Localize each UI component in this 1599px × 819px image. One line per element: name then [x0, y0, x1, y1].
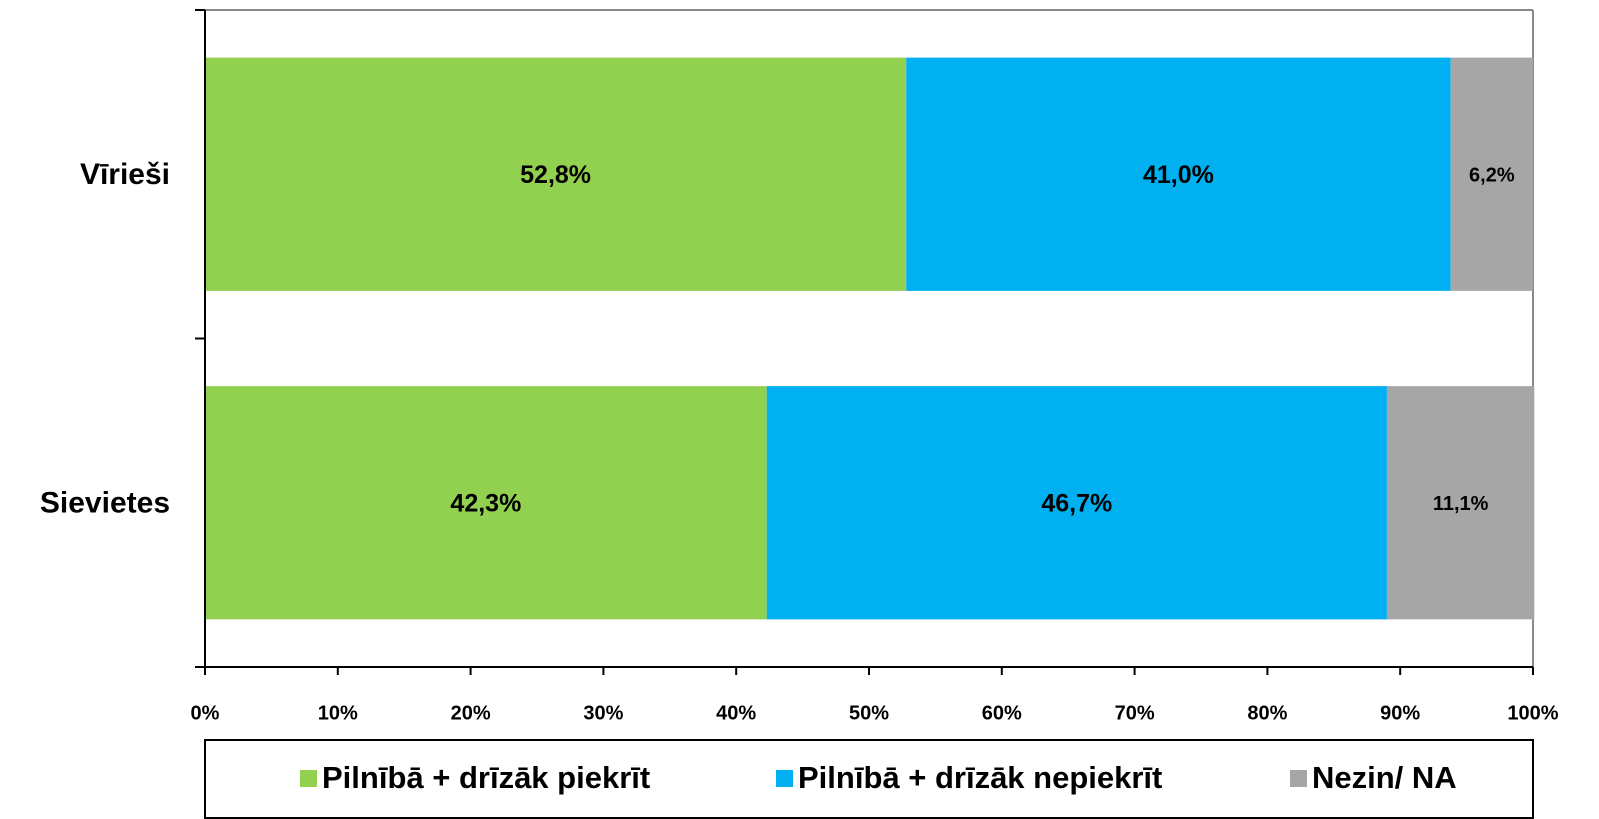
legend-label: Pilnībā + drīzāk piekrīt	[322, 760, 650, 795]
x-tick-label: 60%	[982, 702, 1022, 724]
x-tick-label: 0%	[191, 702, 220, 724]
bar-segment	[766, 386, 1387, 620]
x-tick-label: 20%	[451, 702, 491, 724]
data-label: 11,1%	[1433, 493, 1489, 515]
category-label: Sievietes	[40, 487, 170, 520]
x-tick-label: 70%	[1115, 702, 1155, 724]
x-tick-label: 30%	[583, 702, 623, 724]
data-label: 41,0%	[1143, 161, 1214, 189]
x-tick-label: 10%	[318, 702, 358, 724]
legend-box	[204, 739, 1534, 819]
x-tick-label: 80%	[1247, 702, 1287, 724]
data-label: 52,8%	[520, 161, 591, 189]
bar-segment	[1450, 57, 1533, 291]
x-tick-label: 50%	[849, 702, 889, 724]
x-tick-label: 90%	[1380, 702, 1420, 724]
legend-label: Pilnībā + drīzāk nepiekrīt	[798, 760, 1162, 795]
bar-segment	[205, 386, 767, 620]
bar-segment	[205, 57, 907, 291]
category-label: Vīrieši	[80, 158, 170, 191]
data-label: 42,3%	[450, 489, 521, 517]
legend-swatch	[300, 770, 317, 787]
bar-segment	[906, 57, 1451, 291]
bar-segment	[1386, 386, 1535, 620]
x-tick-label: 40%	[716, 702, 756, 724]
data-label: 46,7%	[1041, 489, 1112, 517]
legend-swatch	[1290, 770, 1307, 787]
x-tick-label: 100%	[1507, 702, 1558, 724]
legend-label: Nezin/ NA	[1312, 760, 1457, 795]
data-label: 6,2%	[1469, 165, 1515, 187]
legend-swatch	[776, 770, 793, 787]
